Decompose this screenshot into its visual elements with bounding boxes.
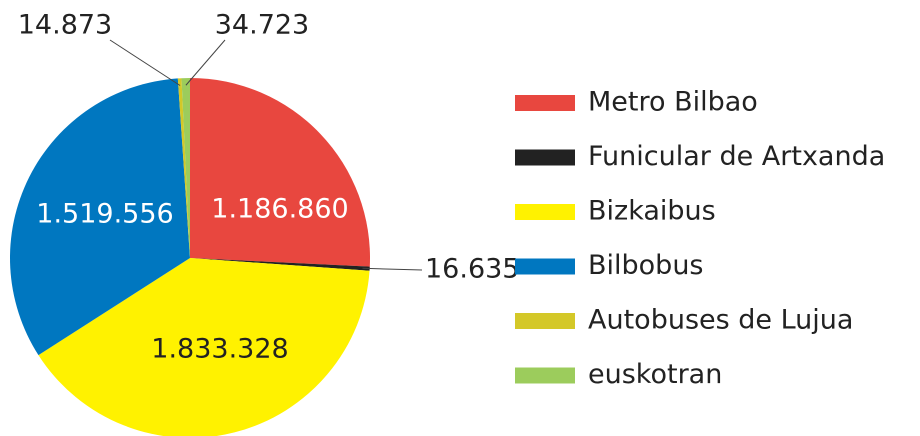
legend-label: euskotran [588, 359, 722, 390]
pie-slice [190, 258, 370, 271]
pie-slice [177, 78, 190, 258]
pie-slice [190, 78, 371, 267]
slice-label: 34.723 [215, 10, 309, 41]
legend-label: Metro Bilbao [588, 87, 758, 118]
legend-swatch [515, 313, 575, 329]
pie-slice [10, 78, 191, 356]
legend-swatch [515, 204, 575, 220]
legend-swatch [515, 149, 575, 166]
legend-label: Bilbobus [588, 250, 704, 281]
slice-label: 14.873 [18, 10, 112, 41]
legend-swatch [515, 367, 575, 384]
pie-slice [38, 258, 370, 436]
leader-line [109, 39, 181, 86]
leader-line [362, 267, 423, 271]
slice-label: 1.519.556 [36, 199, 173, 230]
legend-label: Autobuses de Lujua [588, 305, 853, 336]
leader-line [185, 39, 226, 86]
legend-swatch [515, 95, 575, 111]
legend-label: Funicular de Artxanda [588, 141, 885, 172]
legend-label: Bizkaibus [588, 196, 716, 227]
legend-swatch [515, 258, 575, 275]
slice-label: 16.635 [425, 254, 519, 285]
pie-slice [181, 78, 190, 258]
slice-label: 1.833.328 [151, 334, 288, 365]
slice-label: 1.186.860 [211, 194, 348, 225]
